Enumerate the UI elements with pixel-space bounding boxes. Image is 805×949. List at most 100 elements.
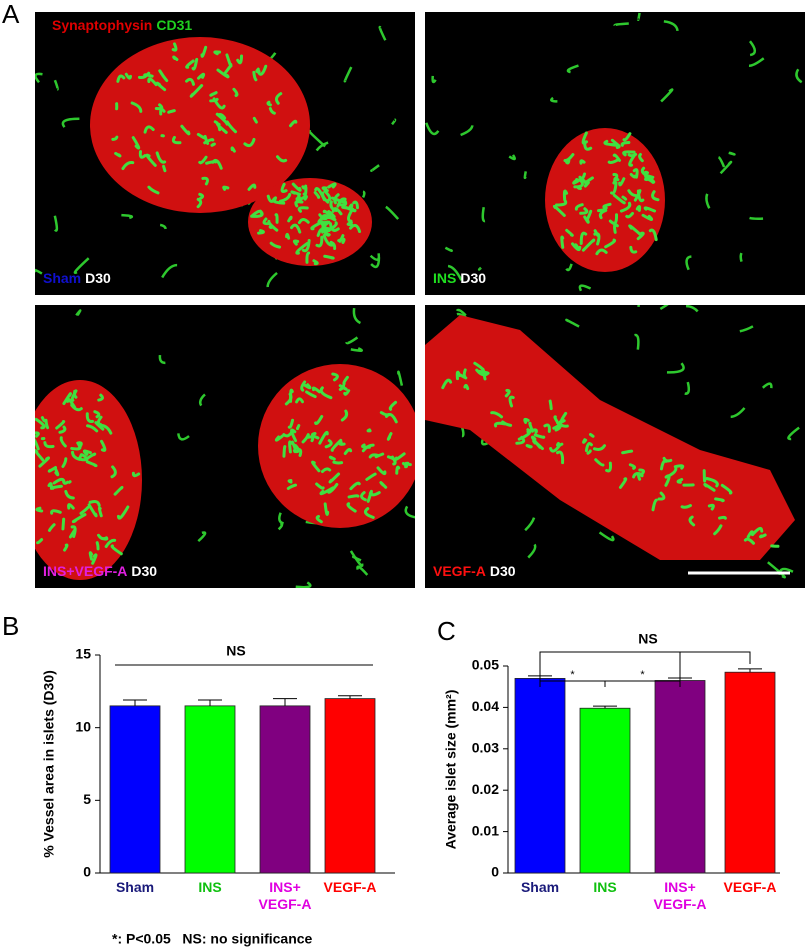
vessel	[302, 383, 312, 390]
vessel	[508, 395, 515, 408]
caption-part: D30	[490, 563, 516, 579]
vessel	[571, 242, 582, 252]
vessel	[318, 213, 325, 220]
vessel	[289, 119, 298, 128]
vessel	[252, 116, 258, 124]
vessel	[767, 561, 786, 579]
vessel	[159, 107, 166, 116]
vessel	[714, 497, 725, 503]
vessel	[97, 393, 104, 402]
vessel	[627, 152, 638, 158]
vessel	[159, 223, 167, 230]
caption-part: VEGF-A	[433, 563, 486, 579]
vessel	[634, 333, 640, 350]
vessel	[579, 231, 588, 245]
stain-part: Synaptophysin	[52, 17, 152, 33]
vessel	[53, 215, 59, 232]
vessel	[255, 67, 261, 74]
vessel	[338, 234, 345, 243]
vessel	[636, 231, 645, 241]
vessel	[523, 171, 527, 180]
vessel	[36, 538, 44, 545]
vessel	[292, 239, 300, 246]
vessel	[47, 465, 58, 473]
vessel	[530, 435, 542, 449]
vessel	[216, 68, 230, 79]
vessel	[330, 438, 343, 452]
vessel	[319, 486, 335, 496]
vessel	[213, 50, 222, 56]
vessel	[53, 466, 60, 477]
vessel	[38, 456, 50, 468]
vessel	[565, 318, 580, 328]
vessel	[62, 392, 72, 406]
vessel	[759, 533, 767, 539]
bar	[324, 698, 376, 874]
vessel	[198, 155, 208, 165]
vessel	[230, 146, 236, 153]
vessel	[562, 189, 569, 202]
vessel	[64, 489, 75, 500]
vessel	[613, 176, 620, 182]
vessel	[618, 477, 628, 489]
vessel	[50, 509, 62, 515]
vessel	[761, 382, 773, 389]
vessel	[632, 168, 639, 179]
vessel	[638, 468, 646, 476]
vessel	[310, 431, 320, 440]
y-axis-label: % Vessel area in islets (D30)	[41, 670, 57, 858]
vessel	[91, 553, 98, 565]
micrograph	[425, 12, 805, 295]
vessel	[605, 461, 613, 473]
vessel	[262, 217, 271, 226]
vessel	[588, 432, 595, 438]
vessel	[635, 205, 642, 212]
vessel	[79, 505, 90, 515]
vessel	[321, 191, 330, 204]
x-tick-label: VEGF-A	[723, 879, 777, 895]
vessel	[477, 266, 482, 271]
vessel	[294, 194, 308, 205]
vessel	[67, 480, 72, 484]
vessel	[636, 189, 645, 203]
vessel	[287, 215, 293, 223]
vessel	[322, 209, 332, 217]
vessel	[35, 449, 45, 462]
vessel	[94, 421, 105, 431]
vessel	[719, 160, 733, 175]
y-tick-label: 0.02	[472, 781, 499, 797]
vessel	[583, 181, 590, 188]
vessel	[189, 84, 204, 98]
y-tick-label: 0.01	[472, 822, 499, 838]
vessel	[201, 176, 209, 186]
vessel	[657, 491, 666, 501]
vessel	[266, 271, 278, 288]
micrograph	[35, 305, 415, 588]
vessel	[390, 455, 397, 466]
vessel	[100, 439, 107, 452]
annotation: NS	[226, 643, 245, 659]
vessel	[307, 129, 326, 148]
vessel	[352, 307, 362, 325]
vessel	[250, 209, 264, 218]
y-tick-label: 10	[75, 718, 91, 734]
vessel	[346, 502, 357, 513]
vessel	[560, 235, 565, 249]
vessel	[288, 440, 293, 454]
vessel	[524, 517, 536, 532]
panel-label: A	[2, 0, 20, 29]
vessel	[232, 87, 239, 98]
vessel	[47, 482, 53, 490]
vessel	[739, 325, 754, 333]
vessel	[583, 215, 590, 224]
image-caption: INS D30	[433, 270, 486, 286]
vessel	[455, 308, 467, 317]
vessel	[311, 460, 321, 473]
vessel	[593, 444, 606, 451]
vessel	[93, 410, 101, 419]
vessel	[527, 543, 537, 559]
vessel	[110, 465, 117, 479]
vessel	[328, 455, 336, 461]
vessel	[323, 502, 330, 516]
vessel	[114, 151, 122, 158]
